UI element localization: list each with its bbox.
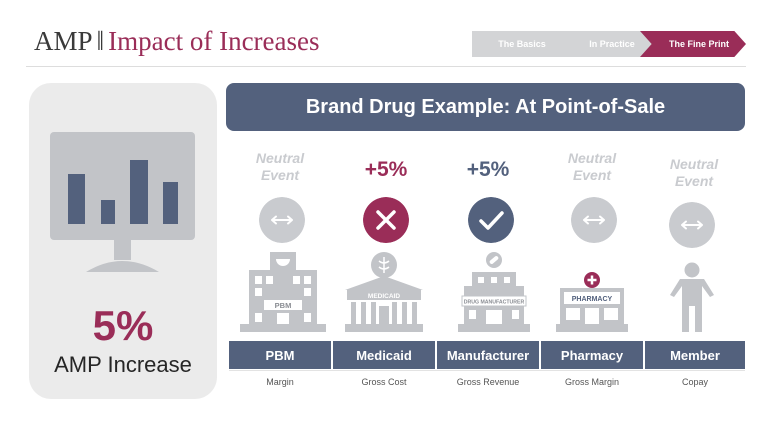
sublabel-pbm: Margin [266,377,294,387]
bar-divider [643,341,645,369]
impact-line-2: Event [572,167,612,183]
sublabel-member: Copay [681,377,708,387]
bar-divider [331,341,333,369]
amp-percent: 5% [92,302,154,349]
medicaid-building-icon: MEDICAID [345,252,423,332]
page-title: AMP ‖ Impact of Increases [34,26,320,57]
impact-line-2: Event [674,173,714,189]
step-the-fine-print[interactable]: The Fine Print [640,31,746,57]
double-arrow-icon [259,197,305,243]
step-navigation: The Basics In Practice The Fine Print [472,31,747,57]
entity-label-pbm: PBM [265,347,295,363]
bar-divider [435,341,437,369]
impact-label: Neutral Event [229,150,331,184]
entity-label-member: Member [670,347,720,363]
double-arrow-icon [571,197,617,243]
manufacturer-building-icon: DRUG MANUFACTURER [458,252,530,332]
impact-label: +5% [466,158,510,181]
double-arrow-icon [669,202,715,248]
entity-label-manufacturer: Manufacturer [446,347,530,363]
building-sign-text: DRUG MANUFACTURER [464,300,525,306]
title-text: Impact of Increases [108,26,320,56]
checkmark-icon [468,197,514,243]
step-the-basics[interactable]: The Basics [472,31,572,57]
title-divider [26,66,746,67]
building-sign-text: MEDICAID [368,293,400,300]
sublabel-manufacturer: Gross Revenue [456,377,520,387]
x-mark-icon [363,197,409,243]
entity-label-medicaid: Medicaid [356,347,412,363]
title-brand: AMP [34,26,93,56]
title-separator: ‖ [96,26,105,56]
impact-line-1: Neutral [567,150,617,166]
building-sign-text: PBM [275,301,292,310]
sublabel-divider [229,370,745,371]
entity-label-pharmacy: Pharmacy [560,347,624,363]
pbm-building-icon: PBM [240,252,326,332]
monitor-bar-chart-icon [50,132,195,272]
step-in-practice[interactable]: In Practice [556,31,656,57]
impact-label: Neutral Event [541,150,643,184]
impact-line-2: Event [260,167,300,183]
sublabel-pharmacy: Gross Margin [564,377,619,387]
building-sign-text: PHARMACY [572,296,613,303]
impact-label: Neutral Event [643,156,745,190]
entity-bar: PBM Medicaid Manufacturer Pharmacy Membe… [229,341,745,369]
bar-divider [539,341,541,369]
impact-label: +5% [364,158,408,181]
impact-line-1: Neutral [669,156,719,172]
sublabel-medicaid: Gross Cost [361,377,407,387]
member-person-icon [670,262,714,332]
impact-line-1: Neutral [255,150,305,166]
pharmacy-building-icon: PHARMACY [556,272,628,332]
section-banner: Brand Drug Example: At Point-of-Sale [226,83,745,131]
amp-percent-label: AMP Increase [54,352,192,377]
